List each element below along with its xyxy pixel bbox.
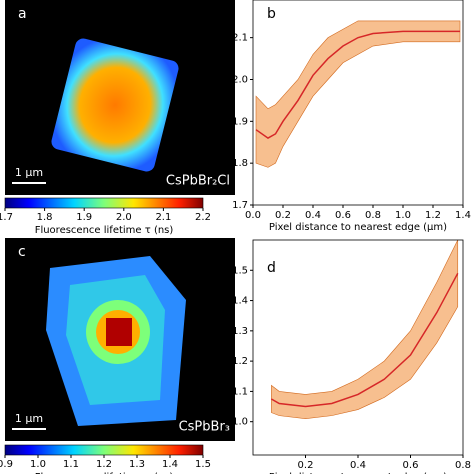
material-label: CsPbBr₃ [179,420,230,435]
panel-label: d [267,260,276,276]
colorbar-tick-label: 2.0 [116,212,132,223]
colorbar-tick-label: 2.2 [195,212,211,223]
scale-bar-label: 1 μm [15,166,43,179]
x-tick-label: 1.0 [395,210,411,221]
scale-bar-label: 1 μm [15,412,43,425]
colorbar-tick-label: 2.1 [155,212,171,223]
y-tick-label: 2.1 [232,33,248,44]
x-tick-label: 0.4 [305,210,321,221]
x-tick-label: 1.2 [425,210,441,221]
x-tick-label: 1.4 [455,210,471,221]
y-axis-label: Fluorescence lifetime τ (ns) [220,33,231,172]
y-tick-label: 1.5 [232,265,248,276]
colorbar [4,444,204,456]
panel-label: c [18,244,26,260]
x-tick-label: 0.2 [275,210,291,221]
x-tick-label: 0.8 [455,460,471,471]
colorbar-tick-label: 1.5 [195,459,211,470]
mean-line [271,272,459,408]
band [271,239,459,419]
colorbar-label: Fluorescence lifetime τ (ns) [35,472,174,474]
panel-label: a [18,6,27,22]
colorbar-tick-label: 1.2 [96,459,112,470]
x-axis-label: Pixel distance to nearest edge (μm) [269,222,447,233]
colorbar [4,197,204,209]
y-tick-label: 1.8 [232,158,248,169]
x-tick-label: 0.6 [335,210,351,221]
colorbar-tick-label: 0.9 [0,459,13,470]
colorbar-tick-label: 1.4 [162,459,178,470]
y-tick-label: 1.1 [232,386,248,397]
x-tick-label: 0.2 [298,460,314,471]
y-tick-label: 1.9 [232,116,248,127]
x-axis-label: Pixel distance to nearest edge (μm) [269,472,447,474]
colorbar-tick-label: 1.8 [37,212,53,223]
mean-line [255,30,460,139]
y-tick-label: 1.3 [232,326,248,337]
y-tick-label: 1.7 [232,200,248,211]
axes-frame [252,0,464,206]
x-tick-label: 0.0 [245,210,261,221]
colorbar-tick-label: 1.3 [129,459,145,470]
x-tick-label: 0.6 [403,460,419,471]
y-axis-label: Fluorescence lifetime τ (ns) [220,278,231,417]
x-tick-label: 0.8 [365,210,381,221]
y-tick-label: 1.0 [232,417,248,428]
colorbar-label: Fluorescence lifetime τ (ns) [35,225,174,236]
y-tick-label: 1.2 [232,356,248,367]
y-tick-label: 2.0 [232,74,248,85]
y-tick-label: 1.4 [232,296,248,307]
colorbar-tick-label: 1.1 [63,459,79,470]
material-label: CsPbBr₂Cl [166,174,230,189]
x-tick-label: 0.4 [350,460,366,471]
colorbar-tick-label: 1.7 [0,212,13,223]
band [255,20,461,168]
image-c [46,256,186,426]
colorbar-tick-label: 1.9 [76,212,92,223]
colorbar-tick-label: 1.0 [30,459,46,470]
image-a [51,38,179,172]
panel-label: b [267,6,276,22]
